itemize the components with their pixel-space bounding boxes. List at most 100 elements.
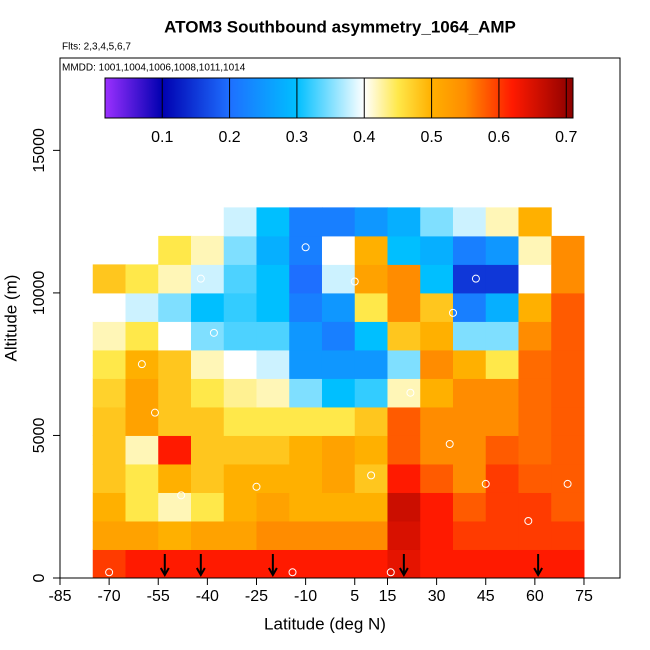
heat-cell [452,378,487,408]
heat-cell [321,406,356,436]
x-tick-label: 60 [526,588,544,605]
x-tick-label: 30 [428,588,446,605]
heat-cell [420,349,454,379]
heat-cell [321,435,356,465]
heat-cell [92,264,126,294]
heat-cell [420,207,454,237]
heat-cell [354,321,388,351]
heat-cell [125,520,159,550]
heat-cell [387,207,421,237]
heat-cell [551,321,585,351]
heat-cell [125,321,159,351]
heat-cell [485,292,519,322]
heat-cell [518,549,552,579]
heat-cell [485,235,519,265]
heat-cell [518,492,552,522]
heat-cell [321,463,356,493]
heat-cell [223,435,257,465]
sample-point [448,308,457,317]
arrow [195,554,206,578]
sample-point [367,471,376,480]
heat-cell [354,292,388,322]
heat-cell [321,292,356,322]
arrow [398,554,409,578]
heat-cell [256,520,290,550]
heat-cell [518,406,552,436]
y-tick-label: 15000 [31,128,48,173]
heat-cell [452,264,487,294]
heat-cell [289,264,323,294]
heat-cell [125,378,159,408]
heat-cell [420,549,454,579]
heat-cell [223,378,257,408]
heat-cell [551,406,585,436]
heat-cell [387,264,421,294]
heat-cell [387,292,421,322]
heat-cell [420,435,454,465]
sample-point [301,243,310,252]
heat-cell [289,349,323,379]
x-tick-label: 75 [575,588,593,605]
heat-cell [223,492,257,522]
heat-cell [518,235,552,265]
heat-cell [256,207,290,237]
heat-cell [125,406,159,436]
y-tick-label: 5000 [31,418,48,454]
heat-cell [321,235,356,265]
x-tick-label: 15 [379,588,397,605]
heat-cell [518,520,552,550]
sample-point [481,479,490,488]
y-axis-label: Altitude (m) [1,275,20,362]
heat-cell [256,321,290,351]
sample-point [563,479,572,488]
heat-cell [420,321,454,351]
colorbar-tick-label: 0.6 [488,129,510,146]
x-tick-label: -40 [196,588,219,605]
heat-cell [354,207,388,237]
heat-cell [387,463,421,493]
heat-cell [518,349,552,379]
heat-cell [125,292,159,322]
sample-point [196,274,205,283]
heat-cell [158,292,192,322]
arrow [267,554,278,578]
heat-cell [321,349,356,379]
heat-cell [190,264,225,294]
heat-cell [92,520,126,550]
sample-point [386,568,395,577]
sample-point [406,388,415,397]
plot-frame [59,57,621,579]
heat-cell [125,549,159,579]
heat-cell [289,520,323,550]
heat-cell [190,321,225,351]
heat-cell [485,264,519,294]
heat-cell [420,406,454,436]
sample-point [252,482,261,491]
heat-cell [289,463,323,493]
x-tick-label: 45 [477,588,495,605]
heat-cell [354,378,388,408]
heat-cell [289,321,323,351]
heat-cell [452,349,487,379]
y-tick-label: 0 [31,573,48,582]
heat-cell [321,378,356,408]
sample-point [288,568,297,577]
colorbar-tick-label: 0.5 [420,129,442,146]
heat-cell [452,235,487,265]
heat-cell [387,435,421,465]
heat-cell [518,207,552,237]
heat-cell [125,492,159,522]
heat-cell [420,492,454,522]
heat-cell [256,492,290,522]
heat-cell [420,235,454,265]
heat-cell [321,492,356,522]
heat-cell [387,492,421,522]
heat-cell [125,349,159,379]
heat-cell [158,492,192,522]
heat-cell [223,349,257,379]
arrow-head [533,567,543,578]
heat-cell [551,549,585,579]
heat-cell [387,235,421,265]
heat-cell [223,207,257,237]
heat-cell [321,520,356,550]
